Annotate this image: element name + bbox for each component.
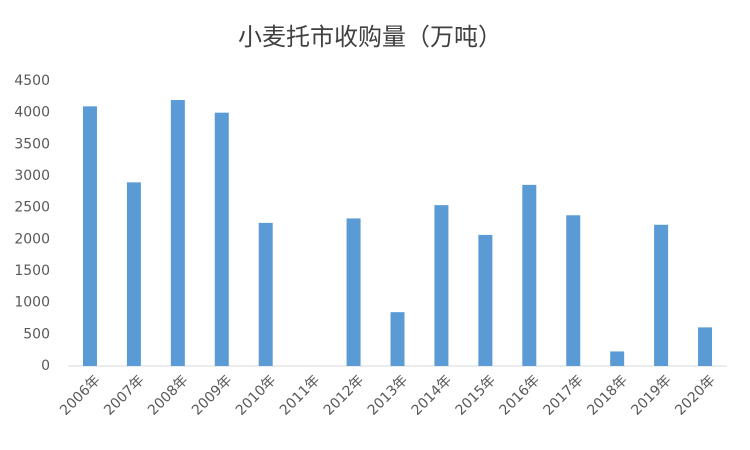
bar: [698, 327, 713, 366]
y-tick-label: 4500: [14, 73, 50, 89]
y-tick-label: 0: [41, 358, 50, 374]
bar: [346, 218, 361, 366]
x-tick-label: 2015年: [453, 372, 499, 418]
bar: [390, 312, 405, 366]
y-tick-label: 500: [23, 326, 50, 342]
x-tick-label: 2013年: [365, 372, 411, 418]
x-tick-label: 2020年: [672, 372, 718, 418]
chart-title: 小麦托市收购量（万吨）: [238, 23, 502, 51]
x-tick-label: 2012年: [321, 372, 367, 418]
bar: [522, 184, 537, 366]
x-tick-label: 2016年: [497, 372, 543, 418]
x-tick-label: 2009年: [189, 372, 235, 418]
y-tick-label: 3000: [14, 168, 50, 184]
bar: [654, 224, 669, 366]
bar: [258, 222, 273, 366]
y-tick-label: 1500: [14, 263, 50, 279]
x-tick-label: 2007年: [101, 372, 147, 418]
bar: [82, 106, 97, 366]
x-tick-label: 2019年: [628, 372, 674, 418]
bar: [214, 112, 229, 367]
x-tick-label: 2010年: [233, 372, 279, 418]
y-tick-label: 1000: [14, 295, 50, 311]
x-tick-label: 2006年: [57, 372, 103, 418]
bar: [610, 351, 625, 366]
x-tick-label: 2008年: [145, 372, 191, 418]
bar: [566, 215, 581, 366]
bar: [478, 234, 493, 366]
x-tick-label: 2018年: [584, 372, 630, 418]
y-tick-label: 4000: [14, 105, 50, 121]
bar: [434, 205, 449, 366]
bar: [170, 100, 185, 366]
y-tick-label: 3500: [14, 136, 50, 152]
y-tick-label: 2500: [14, 200, 50, 216]
x-tick-label: 2011年: [277, 372, 323, 418]
bar: [126, 182, 141, 366]
x-tick-label: 2017年: [540, 372, 586, 418]
y-tick-label: 2000: [14, 231, 50, 247]
x-tick-label: 2014年: [409, 372, 455, 418]
